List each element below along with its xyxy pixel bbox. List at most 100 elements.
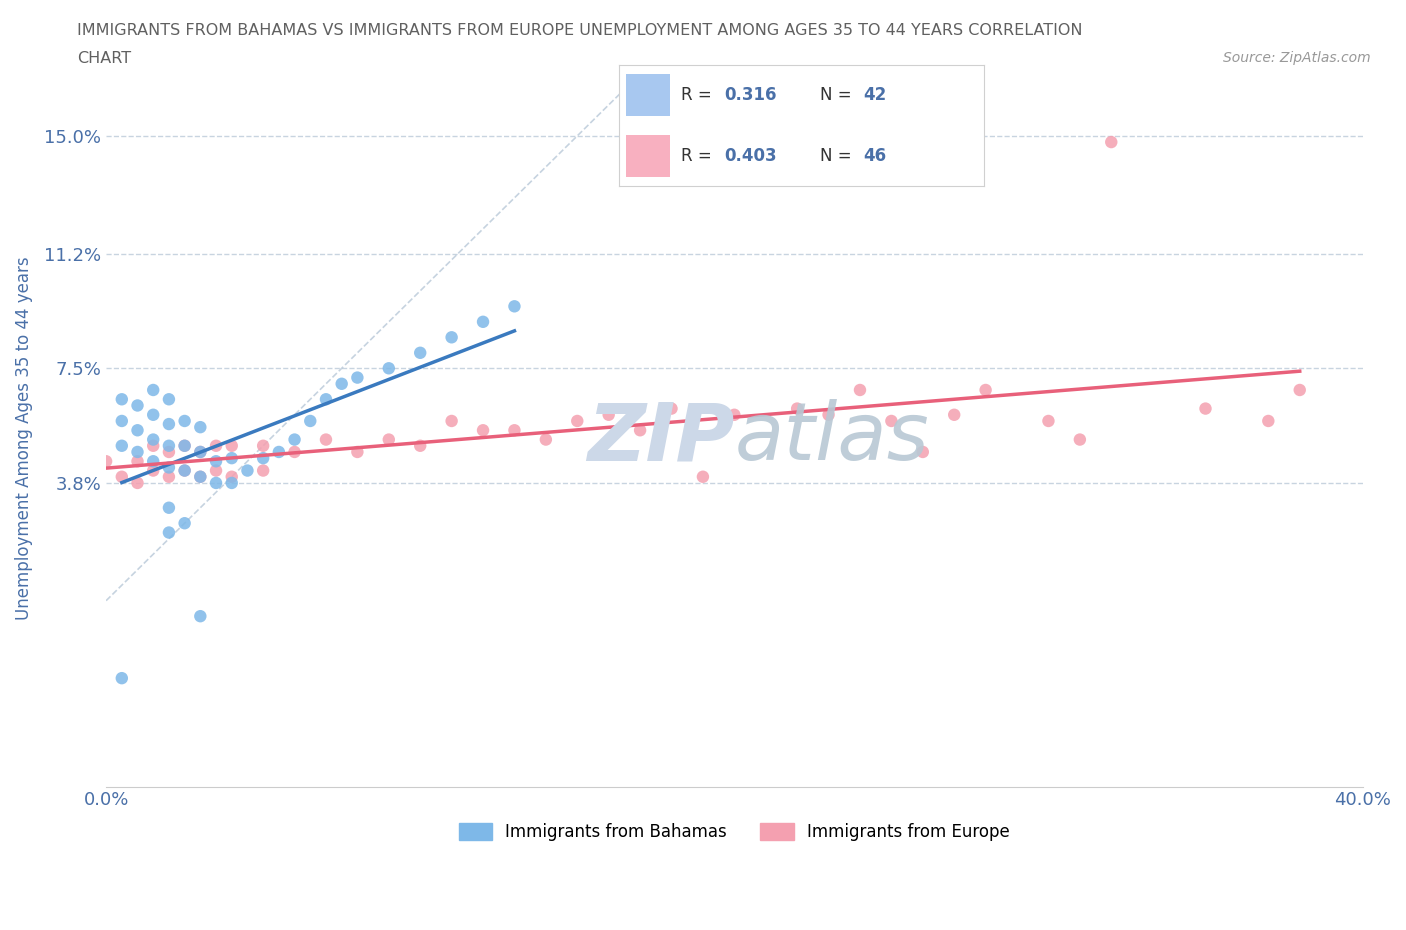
- Text: 0.403: 0.403: [724, 147, 778, 165]
- Point: [111, 392, 134, 406]
- Point: [236, 463, 259, 478]
- Text: N =: N =: [820, 86, 856, 104]
- Text: Source: ZipAtlas.com: Source: ZipAtlas.com: [1223, 51, 1371, 65]
- Point: [1257, 414, 1279, 429]
- Point: [534, 432, 557, 447]
- Point: [142, 463, 165, 478]
- Text: atlas: atlas: [734, 399, 929, 477]
- Text: 42: 42: [863, 86, 887, 104]
- Point: [267, 445, 290, 459]
- Point: [628, 423, 651, 438]
- Point: [205, 463, 228, 478]
- Point: [157, 392, 180, 406]
- Point: [252, 463, 274, 478]
- Point: [157, 438, 180, 453]
- Point: [142, 382, 165, 397]
- Point: [661, 401, 683, 416]
- Point: [127, 445, 149, 459]
- Point: [252, 438, 274, 453]
- Text: CHART: CHART: [77, 51, 131, 66]
- Point: [378, 361, 401, 376]
- Point: [943, 407, 966, 422]
- Point: [221, 438, 243, 453]
- Point: [378, 432, 401, 447]
- Point: [127, 423, 149, 438]
- Point: [142, 438, 165, 453]
- Y-axis label: Unemployment Among Ages 35 to 44 years: Unemployment Among Ages 35 to 44 years: [15, 256, 32, 619]
- Point: [188, 470, 211, 485]
- Point: [157, 445, 180, 459]
- Text: R =: R =: [681, 147, 717, 165]
- Point: [173, 516, 195, 531]
- Point: [503, 299, 526, 313]
- Point: [849, 382, 872, 397]
- Point: [1099, 135, 1122, 150]
- Point: [205, 475, 228, 490]
- Point: [94, 454, 117, 469]
- Point: [723, 407, 745, 422]
- Point: [188, 445, 211, 459]
- Point: [315, 392, 337, 406]
- Text: 46: 46: [863, 147, 887, 165]
- Point: [173, 463, 195, 478]
- Point: [409, 438, 432, 453]
- Point: [692, 470, 714, 485]
- Text: ZIP: ZIP: [586, 399, 734, 477]
- Point: [221, 470, 243, 485]
- Point: [1038, 414, 1060, 429]
- Point: [157, 500, 180, 515]
- Point: [284, 445, 307, 459]
- Point: [142, 407, 165, 422]
- Bar: [626, 135, 669, 177]
- Point: [1069, 432, 1091, 447]
- Point: [111, 470, 134, 485]
- Point: [598, 407, 620, 422]
- Text: 0.316: 0.316: [724, 86, 778, 104]
- Point: [221, 451, 243, 466]
- Point: [142, 454, 165, 469]
- Point: [330, 377, 353, 392]
- Point: [299, 414, 322, 429]
- Point: [284, 432, 307, 447]
- Point: [1288, 382, 1310, 397]
- Point: [127, 454, 149, 469]
- Point: [974, 382, 997, 397]
- Point: [188, 609, 211, 624]
- Point: [221, 475, 243, 490]
- Legend: Immigrants from Bahamas, Immigrants from Europe: Immigrants from Bahamas, Immigrants from…: [453, 817, 1017, 848]
- Point: [205, 438, 228, 453]
- Point: [142, 432, 165, 447]
- Text: N =: N =: [820, 147, 856, 165]
- Point: [157, 417, 180, 432]
- Point: [111, 438, 134, 453]
- Point: [817, 407, 839, 422]
- Point: [252, 451, 274, 466]
- Text: R =: R =: [681, 86, 717, 104]
- Point: [173, 414, 195, 429]
- Bar: [626, 74, 669, 116]
- Point: [188, 445, 211, 459]
- Point: [157, 525, 180, 540]
- Point: [157, 470, 180, 485]
- Point: [111, 671, 134, 685]
- Point: [440, 414, 463, 429]
- Point: [188, 419, 211, 434]
- Point: [205, 454, 228, 469]
- Point: [111, 414, 134, 429]
- Point: [440, 330, 463, 345]
- Point: [880, 414, 903, 429]
- Point: [346, 445, 368, 459]
- Point: [188, 470, 211, 485]
- Point: [567, 414, 589, 429]
- Point: [1194, 401, 1216, 416]
- Point: [173, 438, 195, 453]
- Point: [173, 438, 195, 453]
- Point: [503, 423, 526, 438]
- Point: [346, 370, 368, 385]
- Point: [786, 401, 808, 416]
- Point: [173, 463, 195, 478]
- Point: [127, 475, 149, 490]
- Text: IMMIGRANTS FROM BAHAMAS VS IMMIGRANTS FROM EUROPE UNEMPLOYMENT AMONG AGES 35 TO : IMMIGRANTS FROM BAHAMAS VS IMMIGRANTS FR…: [77, 23, 1083, 38]
- Point: [472, 314, 495, 329]
- Point: [911, 445, 934, 459]
